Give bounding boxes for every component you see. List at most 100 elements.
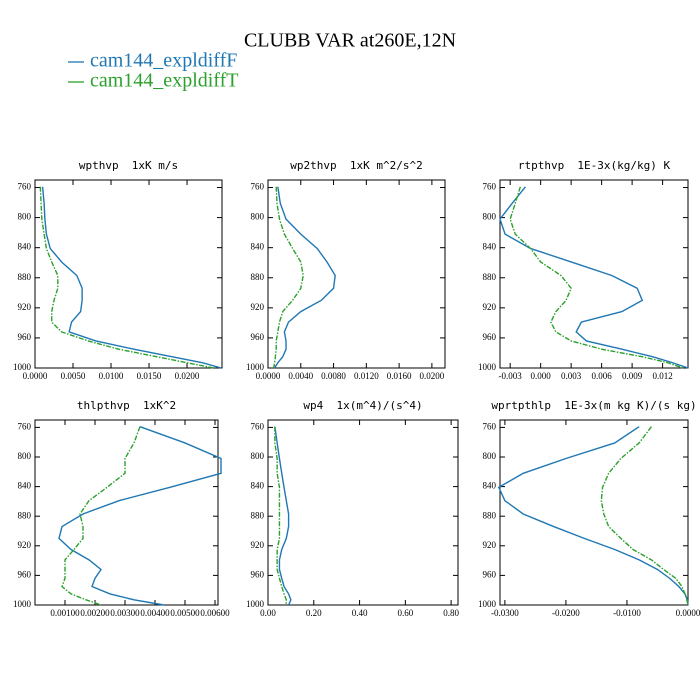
y-tick-label: 760 (251, 421, 265, 431)
y-tick-label: 960 (18, 569, 32, 579)
panel: wprtpthlp 1E-3x(m kg K)/(s kg) 760 800 840 8… (478, 399, 700, 618)
y-tick-label: 880 (483, 272, 497, 282)
x-tick-label: -0.003 (499, 371, 523, 381)
y-tick-label: 880 (18, 272, 32, 282)
y-tick-label: 880 (251, 272, 265, 282)
plot-frame (267, 179, 446, 369)
legend-label: cam144_expldiffT (90, 70, 238, 92)
x-tick-label: 0.0050 (61, 371, 86, 381)
y-tick-label: 920 (18, 540, 32, 550)
panel-title: wp2thvp 1xK m^2/s^2 (290, 159, 422, 172)
y-tick-label: 960 (18, 332, 32, 342)
y-tick-label: 760 (18, 182, 32, 192)
x-tick-label: -0.0300 (491, 608, 519, 618)
y-tick-label: 1000 (478, 599, 497, 609)
y-tick-label: 800 (251, 451, 265, 461)
x-tick-label: 0.00100 (50, 608, 80, 618)
x-tick-label: 0.012 (652, 371, 672, 381)
x-tick-label: -0.0200 (552, 608, 580, 618)
profile-line (61, 426, 141, 606)
x-tick-label: 0.003 (561, 371, 582, 381)
y-tick-label: 920 (18, 302, 32, 312)
x-tick-label: 0.0100 (99, 371, 124, 381)
profile-line (273, 186, 336, 369)
x-tick-label: 0.00200 (80, 608, 110, 618)
y-tick-label: 920 (483, 540, 497, 550)
x-tick-label: -0.0100 (613, 608, 641, 618)
plot-frame (499, 179, 689, 369)
x-tick-label: 0.40 (352, 608, 368, 618)
y-tick-label: 1000 (13, 362, 32, 372)
y-tick-label: 1000 (246, 599, 265, 609)
x-tick-label: 0.0080 (321, 371, 346, 381)
x-tick-label: 0.0200 (175, 371, 200, 381)
x-tick-label: 0.60 (397, 608, 413, 618)
x-tick-label: 0.006 (591, 371, 612, 381)
x-tick-label: 0.80 (443, 608, 459, 618)
y-tick-label: 800 (483, 451, 497, 461)
panel: wpthvp 1xK m/s76080084088092096010000.00… (13, 159, 223, 381)
panel-title: rtpthvp 1E-3x(kg/kg) K (518, 159, 671, 172)
x-tick-label: 0.0150 (137, 371, 162, 381)
panel-title: wprtpthlp 1E-3x(m kg K)/(s kg) (491, 399, 696, 412)
profile-line (600, 426, 689, 606)
x-tick-label: 0.00300 (110, 608, 140, 618)
y-tick-label: 1000 (13, 599, 32, 609)
y-tick-label: 920 (483, 302, 497, 312)
y-tick-label: 920 (251, 302, 265, 312)
plot-frame (267, 419, 459, 606)
y-tick-label: 880 (18, 510, 32, 520)
y-tick-label: 800 (251, 212, 265, 222)
legend-label: cam144_expldiffF (90, 50, 237, 72)
panel-title: thlpthvp 1xK^2 (77, 399, 176, 412)
y-tick-label: 800 (18, 212, 32, 222)
y-tick-label: 840 (251, 242, 265, 252)
y-tick-label: 800 (483, 212, 497, 222)
x-tick-label: 0.0160 (387, 371, 412, 381)
profile-line (497, 426, 689, 606)
y-tick-label: 840 (18, 481, 32, 491)
panel-title: wp4 1x(m^4)/(s^4) (303, 399, 422, 412)
profile-line (58, 426, 222, 606)
panel: wp2thvp 1xK m^2/s^2 760 800 840 880 920 960 100… (246, 159, 446, 381)
plot-frame (34, 179, 223, 369)
y-tick-label: 960 (483, 569, 497, 579)
plot-frame (34, 419, 219, 606)
y-tick-label: 800 (18, 451, 32, 461)
y-tick-label: 760 (483, 421, 497, 431)
y-tick-label: 960 (483, 332, 497, 342)
x-tick-label: 0.00 (260, 608, 276, 618)
y-tick-label: 880 (251, 510, 265, 520)
y-tick-label: 840 (18, 242, 32, 252)
x-tick-label: 0.00600 (200, 608, 230, 618)
x-tick-label: 0.20 (306, 608, 322, 618)
x-tick-label: 0.00400 (140, 608, 170, 618)
x-tick-label: 0.00500 (170, 608, 200, 618)
x-tick-label: 0.009 (622, 371, 643, 381)
y-tick-label: 1000 (246, 362, 265, 372)
profile-line (499, 186, 689, 369)
y-tick-label: 880 (483, 510, 497, 520)
figure-title: CLUBB VAR at260E,12N (244, 30, 456, 52)
panel: wp4 1x(m^4)/(s^4)76080084088092096010000… (246, 399, 460, 618)
y-tick-label: 760 (18, 421, 32, 431)
x-tick-label: 0.0200 (420, 371, 445, 381)
profile-line (41, 186, 222, 369)
x-tick-label: 0.0000 (256, 371, 281, 381)
profile-line (274, 426, 292, 606)
x-tick-label: 0.0120 (354, 371, 379, 381)
profile-line (273, 186, 304, 369)
y-tick-label: 840 (483, 242, 497, 252)
y-tick-label: 920 (251, 540, 265, 550)
y-tick-label: 840 (251, 481, 265, 491)
x-tick-label: 0.0000 (676, 608, 700, 618)
y-tick-label: 1000 (478, 362, 497, 372)
x-tick-label: 0.000 (531, 371, 552, 381)
profile-line (509, 186, 684, 369)
y-tick-label: 960 (251, 332, 265, 342)
y-tick-label: 960 (251, 569, 265, 579)
panel: rtpthvp 1E-3x(kg/kg) K 760 800 840 880 920 960… (478, 159, 689, 381)
profile-line (39, 186, 214, 369)
